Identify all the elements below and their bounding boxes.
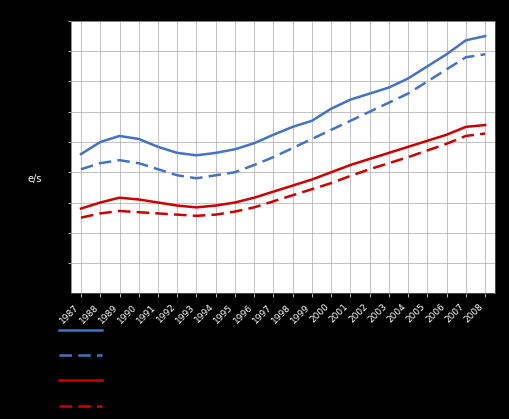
Text: e/s: e/s: [27, 174, 42, 184]
